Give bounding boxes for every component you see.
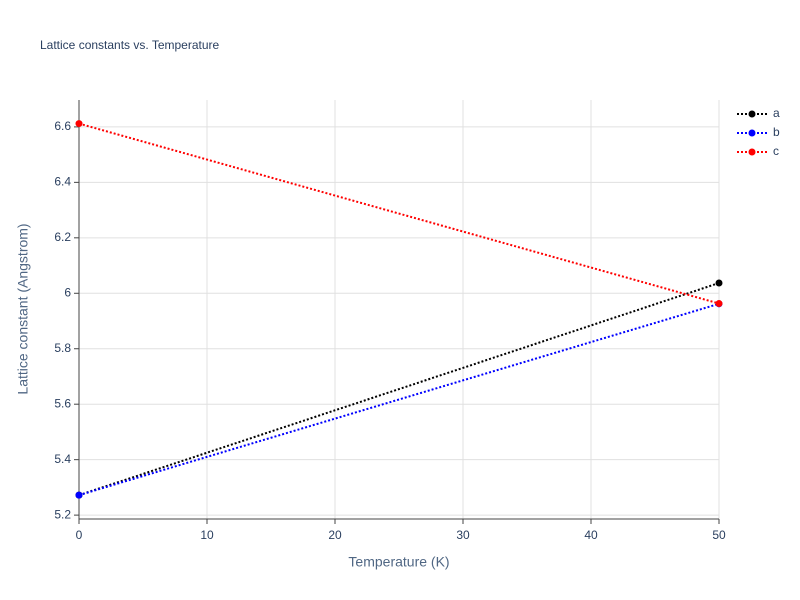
y-tick-label: 5.8 [54,341,71,355]
series-line [78,122,720,305]
legend-label: a [773,106,780,120]
data-point [75,120,83,128]
data-point [715,300,723,308]
y-tick-label: 6.4 [54,175,71,189]
y-tick-label: 6.2 [54,230,71,244]
x-tick-label: 40 [584,528,598,542]
y-tick-label: 6 [64,285,71,299]
data-point [715,279,723,287]
legend-marker [748,129,756,137]
chart-title: Lattice constants vs. Temperature [40,38,220,52]
legend-label: c [773,144,779,158]
legend-marker [748,110,756,118]
x-tick-label: 20 [328,528,342,542]
y-tick-label: 5.2 [54,507,71,521]
y-tick-label: 5.6 [54,396,71,410]
x-tick-label: 30 [456,528,470,542]
series-line [78,282,720,497]
x-tick-label: 0 [76,528,83,542]
series-line [78,302,720,497]
x-axis-title: Temperature (K) [348,554,449,570]
x-tick-label: 10 [200,528,214,542]
y-axis-title: Lattice constant (Angstrom) [15,223,31,394]
data-point [75,491,83,499]
y-tick-label: 5.4 [54,452,71,466]
y-tick-label: 6.6 [54,119,71,133]
legend-marker [748,148,756,156]
legend-label: b [773,125,780,139]
x-tick-label: 50 [712,528,726,542]
